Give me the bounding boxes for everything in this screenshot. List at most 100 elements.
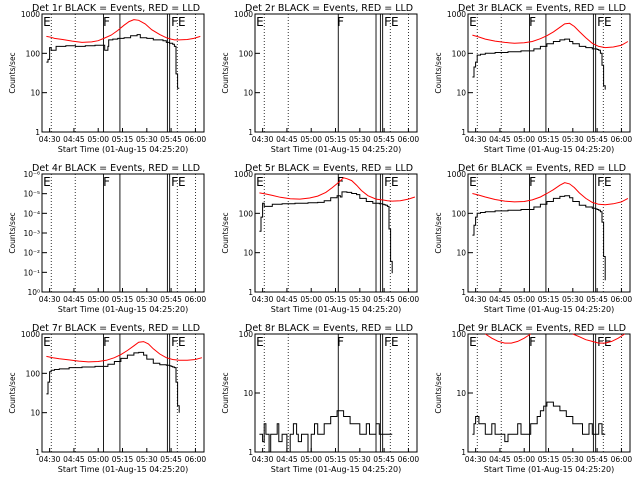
x-tick-label: 05:45: [373, 135, 395, 144]
y-tick-label: 1: [35, 448, 40, 457]
marker-label-fe: FE: [384, 15, 398, 29]
x-tick-label: 06:00: [185, 455, 207, 464]
marker-label-fe: FE: [171, 175, 185, 189]
x-tick-label: 05:30: [349, 455, 371, 464]
x-tick-label: 04:45: [63, 455, 85, 464]
x-tick-label: 04:30: [465, 135, 487, 144]
x-tick-label: 04:30: [39, 455, 61, 464]
y-tick-label: 10: [456, 89, 466, 98]
y-tick-label: 10: [30, 89, 40, 98]
detector-panel-9: Det 9r BLACK = Events, RED = LLD 04:30 04:…: [434, 323, 632, 474]
x-tick-label: 06:00: [611, 455, 633, 464]
x-axis-label: Start Time (01-Aug-15 04:25:20): [271, 145, 402, 154]
x-tick-label: 06:00: [611, 295, 633, 304]
x-tick-label: 04:45: [489, 295, 511, 304]
x-tick-label: 04:30: [39, 135, 61, 144]
y-tick-label: 1000: [447, 10, 466, 19]
lld-series-line: [46, 341, 203, 363]
plot-frame: [41, 173, 205, 293]
y-tick-label: 1: [461, 128, 466, 137]
x-tick-label: 04:45: [63, 135, 85, 144]
x-tick-label: 05:15: [538, 295, 560, 304]
y-axis-label: Counts/sec: [8, 212, 17, 253]
y-tick-label: 1: [35, 128, 40, 137]
marker-label-f: F: [103, 175, 110, 189]
plot-frame: [467, 13, 631, 133]
y-tick-label: 10⁻⁴: [23, 209, 40, 218]
x-tick-label: 05:00: [300, 135, 322, 144]
events-series-line: [259, 410, 393, 453]
y-tick-label: 100: [239, 49, 254, 58]
panel-title: Det 2r BLACK = Events, RED = LLD: [245, 3, 413, 14]
plot-frame: [41, 333, 205, 453]
y-tick-label: 1000: [234, 170, 253, 179]
y-tick-label: 100: [26, 369, 41, 378]
marker-label-e: E: [256, 175, 264, 189]
y-tick-label: 10: [456, 389, 466, 398]
x-tick-label: 05:00: [87, 295, 109, 304]
marker-label-e: E: [43, 335, 51, 349]
x-tick-label: 05:45: [586, 135, 608, 144]
detector-panel-3: Det 3r BLACK = Events, RED = LLD 04:30 04:…: [434, 3, 632, 154]
x-tick-label: 06:00: [398, 455, 420, 464]
x-tick-label: 05:30: [349, 135, 371, 144]
x-tick-label: 05:00: [87, 135, 109, 144]
x-tick-label: 05:15: [112, 455, 134, 464]
x-tick-label: 05:15: [112, 295, 134, 304]
y-axis-label: Counts/sec: [8, 52, 17, 93]
panel-title: Det 1r BLACK = Events, RED = LLD: [32, 3, 200, 14]
marker-label-fe: FE: [171, 15, 185, 29]
x-tick-label: 05:00: [300, 455, 322, 464]
y-tick-label: 100: [452, 209, 467, 218]
x-tick-label: 05:45: [160, 455, 182, 464]
panel-title: Det 6r BLACK = Events, RED = LLD: [458, 163, 626, 174]
x-tick-label: 06:00: [611, 135, 633, 144]
x-axis-label: Start Time (01-Aug-15 04:25:20): [271, 465, 402, 474]
x-tick-label: 05:45: [373, 295, 395, 304]
x-tick-label: 05:30: [562, 455, 584, 464]
x-axis-label: Start Time (01-Aug-15 04:25:20): [271, 305, 402, 314]
marker-label-f: F: [529, 15, 536, 29]
panel-title: Det 5r BLACK = Events, RED = LLD: [245, 163, 413, 174]
x-tick-label: 05:00: [87, 455, 109, 464]
lld-series-line: [472, 22, 629, 49]
x-tick-label: 05:45: [160, 295, 182, 304]
y-tick-label: 1000: [21, 10, 40, 19]
y-tick-label: 1: [248, 128, 253, 137]
x-tick-label: 05:45: [586, 455, 608, 464]
plot-frame: [254, 173, 418, 293]
x-tick-label: 06:00: [398, 135, 420, 144]
x-tick-label: 05:30: [349, 295, 371, 304]
panel-title: Det 7r BLACK = Events, RED = LLD: [32, 323, 200, 334]
y-tick-label: 1000: [447, 170, 466, 179]
y-tick-label: 100: [452, 330, 467, 339]
lld-series-line: [46, 19, 201, 43]
panel-title: Det 3r BLACK = Events, RED = LLD: [458, 3, 626, 14]
y-tick-label: 1000: [21, 330, 40, 339]
detector-panel-7: Det 7r BLACK = Events, RED = LLD 04:30 04:…: [8, 323, 206, 474]
marker-label-fe: FE: [384, 175, 398, 189]
detector-panel-2: Det 2r BLACK = Events, RED = LLD 04:30 04:…: [221, 3, 419, 154]
x-tick-label: 04:30: [252, 455, 274, 464]
marker-label-f: F: [337, 175, 344, 189]
panel-title: Det 8r BLACK = Events, RED = LLD: [245, 323, 413, 334]
y-axis-label: Counts/sec: [434, 372, 443, 413]
marker-label-fe: FE: [597, 15, 611, 29]
marker-label-f: F: [529, 175, 536, 189]
x-tick-label: 05:30: [562, 295, 584, 304]
x-tick-label: 05:45: [586, 295, 608, 304]
events-series-line: [472, 401, 606, 443]
y-tick-label: 1: [248, 448, 253, 457]
x-tick-label: 06:00: [398, 295, 420, 304]
panel-title: Det 9r BLACK = Events, RED = LLD: [458, 323, 626, 334]
lld-series-line: [572, 333, 625, 344]
marker-label-f: F: [103, 15, 110, 29]
y-axis-label: Counts/sec: [8, 372, 17, 413]
x-axis-label: Start Time (01-Aug-15 04:25:20): [58, 305, 189, 314]
detector-panel-8: Det 8r BLACK = Events, RED = LLD 04:30 04:…: [221, 323, 419, 474]
marker-label-fe: FE: [597, 175, 611, 189]
y-tick-label: 10⁻¹: [23, 268, 40, 277]
x-tick-label: 05:45: [160, 135, 182, 144]
y-tick-label: 10: [243, 389, 253, 398]
